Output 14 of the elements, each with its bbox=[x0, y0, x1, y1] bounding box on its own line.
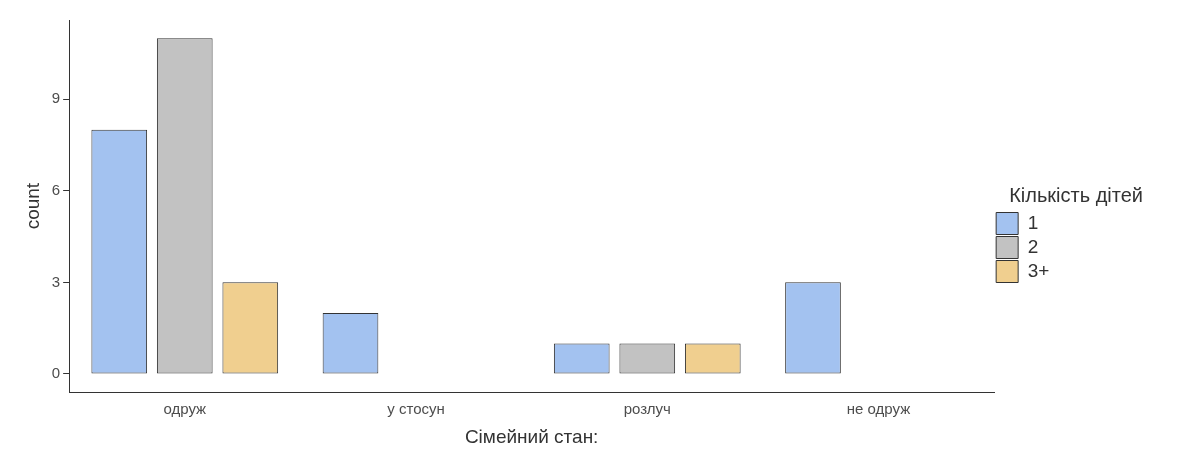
x-axis-title: Сімейний стан: bbox=[464, 425, 599, 447]
y-tick-label: 3 bbox=[51, 272, 61, 290]
legend-label: 1 bbox=[1027, 211, 1039, 233]
x-tick-label: одруж bbox=[163, 400, 207, 418]
legend-label: 2 bbox=[1027, 235, 1039, 257]
legend-title: Кількість дітей bbox=[1009, 184, 1143, 207]
legend-label: 3+ bbox=[1027, 259, 1050, 281]
y-axis-title: count bbox=[21, 182, 43, 230]
x-tick-label: розлуч bbox=[623, 400, 671, 418]
x-tick-label: не одруж bbox=[846, 400, 911, 418]
x-tick-label: у стосун bbox=[387, 400, 445, 418]
y-tick-label: 0 bbox=[51, 364, 61, 382]
y-tick-label: 6 bbox=[51, 180, 61, 198]
y-tick-label: 9 bbox=[51, 89, 61, 107]
